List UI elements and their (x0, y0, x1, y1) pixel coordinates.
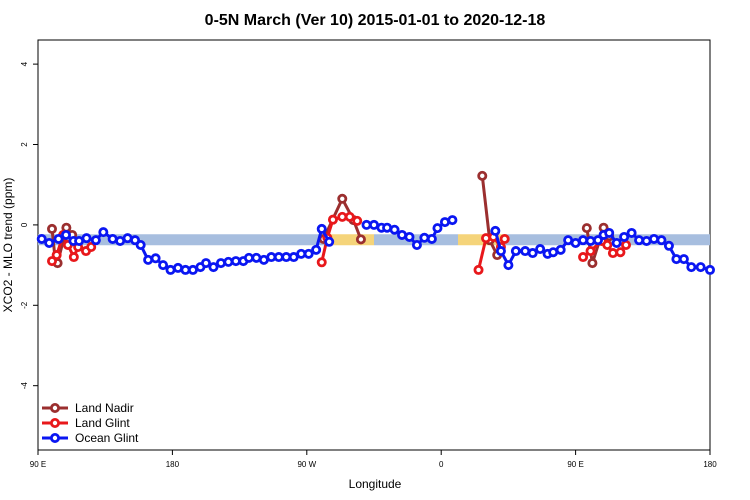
legend-marker (50, 402, 61, 413)
data-point (510, 246, 521, 257)
data-point (303, 248, 314, 259)
y-tick-label: 2 (20, 142, 29, 147)
data-point (503, 260, 514, 271)
data-point (686, 262, 697, 273)
x-tick-label: 90 E (567, 460, 583, 469)
series-group (36, 215, 716, 275)
series-layer (36, 170, 716, 275)
data-point (585, 246, 596, 257)
data-point (53, 233, 64, 244)
x-tick-label: 0 (439, 460, 444, 469)
data-point (604, 227, 615, 238)
data-point (355, 234, 366, 245)
data-point (150, 253, 161, 264)
data-point (419, 232, 430, 243)
data-point (143, 254, 154, 265)
data-point (585, 235, 596, 246)
y-tick-label: -4 (20, 382, 29, 390)
data-point (663, 240, 674, 251)
y-axis-label: XCO2 - MLO trend (ppm) (1, 178, 15, 313)
data-point (324, 236, 335, 247)
data-point (90, 235, 101, 246)
data-point (288, 252, 299, 263)
data-point (135, 239, 146, 250)
data-point (316, 257, 327, 268)
data-point (535, 244, 546, 255)
data-point (36, 233, 47, 244)
data-point (578, 235, 589, 246)
data-point (404, 231, 415, 242)
data-point (158, 260, 169, 271)
x-tick-label: 180 (703, 460, 717, 469)
data-point (495, 246, 506, 257)
data-point (68, 252, 79, 263)
x-tick-label: 180 (166, 460, 180, 469)
data-point (527, 248, 538, 259)
data-point (47, 223, 58, 234)
data-point (607, 248, 618, 259)
data-point (555, 244, 566, 255)
data-point (602, 239, 613, 250)
data-point (81, 233, 92, 244)
data-point (705, 264, 716, 275)
data-point (581, 223, 592, 234)
data-point (51, 250, 62, 261)
legend-label: Land Nadir (75, 401, 134, 415)
data-point (311, 244, 322, 255)
data-point (473, 264, 484, 275)
y-tick-label: 4 (20, 61, 29, 66)
x-tick-label: 90 E (30, 460, 46, 469)
data-point (316, 223, 327, 234)
data-point (695, 262, 706, 273)
data-point (619, 231, 630, 242)
legend-label: Ocean Glint (75, 431, 139, 445)
data-point (593, 235, 604, 246)
x-axis-label: Longitude (349, 477, 402, 491)
data-point (344, 211, 355, 222)
data-point (477, 170, 488, 181)
data-point (426, 233, 437, 244)
y-axis: -4 -2 0 2 4 (20, 61, 38, 389)
data-point (200, 258, 211, 269)
data-point (337, 193, 348, 204)
legend-marker (50, 432, 61, 443)
data-point (587, 258, 598, 269)
data-point (621, 239, 632, 250)
legend-label: Land Glint (75, 416, 130, 430)
data-point (61, 229, 72, 240)
data-point (389, 224, 400, 235)
data-point (327, 214, 338, 225)
data-point (223, 256, 234, 267)
y-tick-label: 0 (20, 222, 29, 227)
data-point (215, 258, 226, 269)
data-point (634, 235, 645, 246)
x-axis: 90 E 180 90 W 0 90 E 180 (30, 450, 717, 469)
data-point (499, 233, 510, 244)
data-point (208, 262, 219, 273)
data-point (656, 235, 667, 246)
data-point (98, 227, 109, 238)
data-point (44, 237, 55, 248)
data-point (626, 227, 637, 238)
data-point (490, 225, 501, 236)
data-point (615, 247, 626, 258)
x-tick-label: 90 W (297, 460, 316, 469)
data-point (432, 223, 443, 234)
data-point (678, 254, 689, 265)
data-point (86, 242, 97, 253)
data-point (411, 239, 422, 250)
data-point (47, 256, 58, 267)
data-point (649, 233, 660, 244)
data-point (447, 215, 458, 226)
data-point (578, 252, 589, 263)
chart-title: 0-5N March (Ver 10) 2015-01-01 to 2020-1… (205, 12, 546, 29)
data-point (480, 233, 491, 244)
legend-marker (50, 417, 61, 428)
y-tick-label: -2 (20, 301, 29, 309)
data-point (352, 215, 363, 226)
data-point (611, 237, 622, 248)
